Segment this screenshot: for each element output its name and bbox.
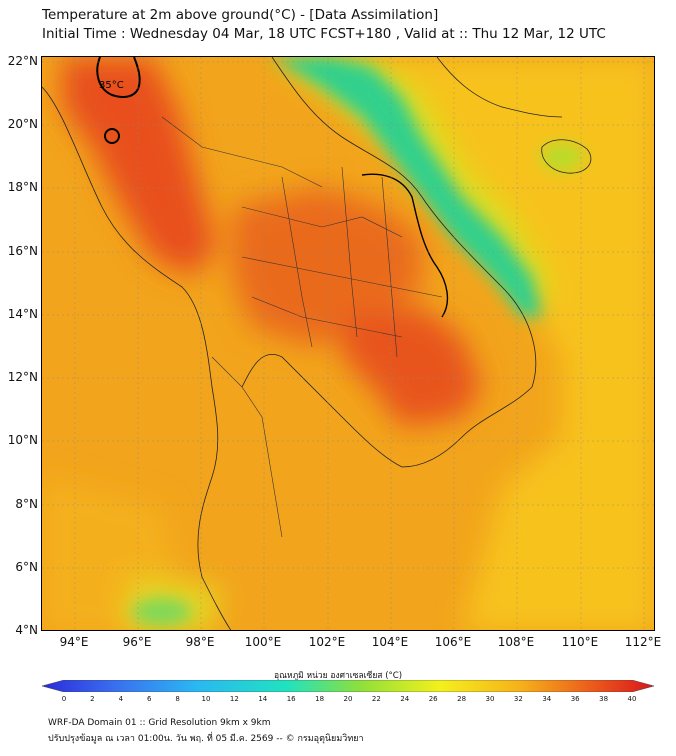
lat-label-10: 10°N — [7, 433, 38, 447]
lat-label-22: 22°N — [7, 54, 38, 68]
map-canvas: 35°C — [42, 57, 654, 630]
colorbar-tick-label: 8 — [175, 695, 180, 703]
lon-label-102: 102°E — [308, 635, 346, 649]
lon-label-96: 96°E — [122, 635, 152, 649]
lon-label-94: 94°E — [59, 635, 89, 649]
contour-label: 35°C — [99, 80, 124, 91]
chart-title: Temperature at 2m above ground(°C) - [Da… — [42, 7, 439, 23]
footer-model-info: WRF-DA Domain 01 :: Grid Resolution 9km … — [48, 718, 271, 728]
colorbar-tick-label: 30 — [485, 695, 495, 703]
colorbar-tick-label: 20 — [343, 695, 353, 703]
lat-label-6: 6°N — [15, 560, 38, 574]
colorbar-tick-label: 32 — [513, 695, 523, 703]
colorbar-tick-label: 12 — [229, 695, 239, 703]
lon-label-104: 104°E — [371, 635, 409, 649]
colorbar-tick-label: 40 — [627, 695, 637, 703]
colorbar-tick-label: 0 — [61, 695, 67, 703]
lat-label-20: 20°N — [7, 117, 38, 131]
lat-label-8: 8°N — [15, 497, 38, 511]
colorbar-tick-label: 16 — [286, 695, 296, 703]
colorbar-tick-label: 6 — [146, 695, 152, 703]
colorbar-tick-label: 38 — [599, 695, 609, 703]
lat-label-14: 14°N — [7, 307, 38, 321]
colorbar — [42, 680, 654, 692]
colorbar-tick-label: 18 — [315, 695, 325, 703]
colorbar-tick-label: 4 — [118, 695, 124, 703]
hot-zone-central — [232, 187, 422, 347]
footer-update-info: ปรับปรุงข้อมูล ณ เวลา 01:00น. วัน พฤ. ที… — [48, 734, 364, 744]
colorbar-tick-label: 22 — [371, 695, 381, 703]
contour-35c-ring — [104, 128, 120, 144]
colorbar-tick-label: 26 — [428, 695, 438, 703]
colorbar-tick-label: 24 — [400, 695, 410, 703]
lat-label-18: 18°N — [7, 180, 38, 194]
grid-lines — [42, 57, 654, 630]
lon-label-108: 108°E — [497, 635, 535, 649]
colorbar-title: อุณหภูมิ หน่วย องศาเซลเซียส (°C) — [273, 671, 403, 681]
colorbar-tick-label: 34 — [542, 695, 552, 703]
cool-zone-malay — [132, 598, 192, 626]
mekong-border — [361, 173, 449, 318]
contour-35c-line — [96, 57, 141, 98]
colorbar-gradient — [42, 680, 654, 692]
colorbar-tick-label: 28 — [457, 695, 467, 703]
mild-zone-east — [382, 57, 654, 630]
colorbar-tick-label: 10 — [201, 695, 211, 703]
lon-label-112: 112°E — [624, 635, 662, 649]
cool-zone-island — [540, 143, 584, 171]
hot-zone-cambodia — [342, 307, 482, 427]
coastlines — [42, 57, 592, 630]
chart-subtitle: Initial Time : Wednesday 04 Mar, 18 UTC … — [42, 26, 606, 42]
temperature-map: 35°C — [41, 56, 655, 631]
colorbar-tick-label: 14 — [258, 695, 268, 703]
cold-band-annamite — [272, 57, 542, 317]
colorbar-tick-label: 2 — [90, 695, 95, 703]
colorbar-tick-label: 36 — [570, 695, 580, 703]
lon-label-106: 106°E — [434, 635, 472, 649]
lat-label-16: 16°N — [7, 244, 38, 258]
lat-label-12: 12°N — [7, 370, 38, 384]
lon-label-110: 110°E — [561, 635, 599, 649]
lon-label-98: 98°E — [185, 635, 215, 649]
lat-label-4: 4°N — [15, 623, 38, 637]
lon-label-100: 100°E — [244, 635, 282, 649]
hot-zone-northwest — [62, 57, 217, 277]
admin-borders — [161, 116, 443, 538]
